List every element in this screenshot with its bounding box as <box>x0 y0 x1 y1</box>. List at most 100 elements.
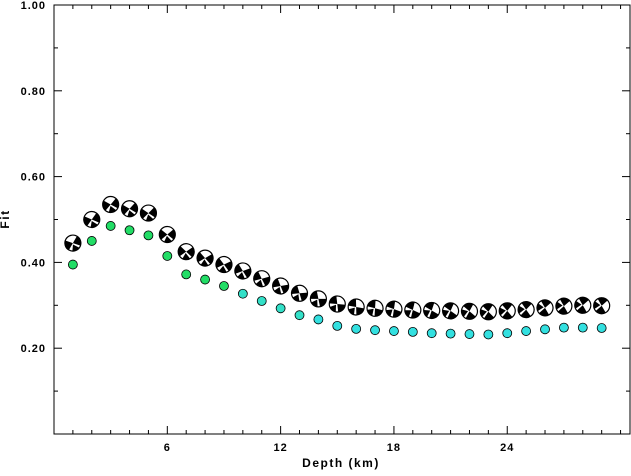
x-tick-label: 6 <box>164 442 171 454</box>
fit-point-beachball <box>139 204 158 222</box>
beachball-quadrant <box>374 308 383 317</box>
fit-point-circle <box>275 303 286 314</box>
beachball-quadrant <box>108 205 117 213</box>
fit-point-circle <box>105 221 116 231</box>
beachball-quadrant <box>223 261 232 271</box>
fit-point-circle <box>407 326 418 337</box>
fit-point-circle <box>200 274 210 285</box>
beachball-quadrant <box>555 301 563 310</box>
beachball-quadrant <box>127 210 135 217</box>
beachball-quadrant <box>539 307 550 316</box>
beachball-quadrant <box>423 309 431 317</box>
beachball-quadrant <box>129 202 138 213</box>
beachball-quadrant <box>482 303 493 312</box>
beachball-quadrant <box>463 303 474 312</box>
fit-point-circle <box>370 325 380 336</box>
beachball-quadrant <box>159 229 168 240</box>
fit-point-beachball <box>196 249 214 267</box>
fit-point-circle <box>294 310 305 321</box>
beachball-quadrant <box>483 311 495 320</box>
fit-point-circle <box>389 326 399 336</box>
beachball-quadrant <box>218 265 227 273</box>
fit-point-circle <box>521 326 532 336</box>
axis-ticks: 6 12 18 24 0.20 0.40 0.60 0.80 1.00 <box>21 0 630 454</box>
beachball-quadrant <box>121 204 130 215</box>
fit-point-beachball <box>555 297 573 315</box>
fit-point-circle <box>256 296 267 306</box>
beachball-quadrant <box>90 220 98 228</box>
fit-point-beachball <box>290 284 309 302</box>
beachball-quadrant <box>205 254 214 265</box>
beachball-quadrant <box>329 296 338 305</box>
fit-point-beachball <box>83 210 101 229</box>
beachball-quadrant <box>367 308 374 316</box>
beachball-quadrant <box>72 236 81 246</box>
fit-point-circle <box>219 281 229 291</box>
fit-point-circle <box>577 322 588 333</box>
beachball-quadrant <box>292 294 300 302</box>
beachball-quadrant <box>576 305 587 314</box>
beachball-quadrant <box>404 310 412 317</box>
beachball-quadrant <box>536 303 544 312</box>
beachball-quadrant <box>348 299 357 308</box>
fit-point-beachball <box>102 195 120 214</box>
beachball-quadrant <box>578 297 589 306</box>
fit-point-beachball <box>120 200 139 218</box>
fit-point-beachball <box>347 298 365 316</box>
x-tick-label: 18 <box>387 442 401 454</box>
fit-point-beachball <box>253 270 271 288</box>
beachball-quadrant <box>110 198 119 209</box>
fit-point-circle <box>162 251 173 261</box>
beachball-quadrant <box>291 285 300 294</box>
fit-point-beachball <box>158 225 176 244</box>
beachball-quadrant <box>253 271 262 281</box>
beachball-quadrant <box>521 301 532 310</box>
fit-point-circle <box>502 328 513 339</box>
beachball-quadrant <box>72 244 80 252</box>
beachball-quadrant <box>447 310 458 319</box>
fit-point-beachball <box>423 301 441 320</box>
fit-point-circle <box>237 288 248 299</box>
fit-point-beachball <box>479 303 497 321</box>
beachball-outline <box>158 225 176 244</box>
fit-point-beachball <box>404 301 422 319</box>
beachball-quadrant <box>337 304 346 312</box>
fit-point-beachball <box>328 295 346 313</box>
y-tick-label: 0.80 <box>21 86 46 98</box>
beachball-quadrant <box>182 253 191 260</box>
fit-point-beachball <box>272 277 290 295</box>
beachball-quadrant <box>274 286 282 295</box>
beachball-quadrant <box>197 252 206 263</box>
fit-point-circle <box>124 225 135 236</box>
fit-point-beachball <box>64 234 82 252</box>
beachball-quadrant <box>329 304 337 312</box>
beachball-quadrant <box>356 307 365 316</box>
beachball-quadrant <box>444 302 454 311</box>
fit-point-circle <box>332 320 343 331</box>
beachball-quadrant <box>299 292 308 301</box>
beachball-quadrant <box>145 214 154 222</box>
beachball-quadrant <box>541 299 552 308</box>
beachball-quadrant <box>64 240 73 251</box>
beachball-quadrant <box>597 297 608 306</box>
beachball-quadrant <box>502 310 513 319</box>
beachball-quadrant <box>186 247 195 258</box>
fit-point-circle <box>483 329 494 340</box>
fit-point-beachball <box>215 255 233 274</box>
beachball-quadrant <box>311 299 318 307</box>
fit-point-circle <box>426 328 437 339</box>
beachball-quadrant <box>595 305 606 314</box>
x-tick-label: 24 <box>500 442 514 454</box>
beachball-quadrant <box>367 300 376 309</box>
fit-point-beachball <box>593 297 611 315</box>
beachball-quadrant <box>392 309 402 318</box>
beachball-quadrant <box>424 302 435 311</box>
fit-point-circle <box>86 236 97 246</box>
beachball-quadrant <box>178 246 187 257</box>
beachball-quadrant <box>83 216 92 227</box>
beachball-quadrant <box>502 302 513 311</box>
fit-point-beachball <box>441 302 460 320</box>
beachball-quadrant <box>234 264 243 274</box>
beachball-quadrant <box>557 306 568 315</box>
